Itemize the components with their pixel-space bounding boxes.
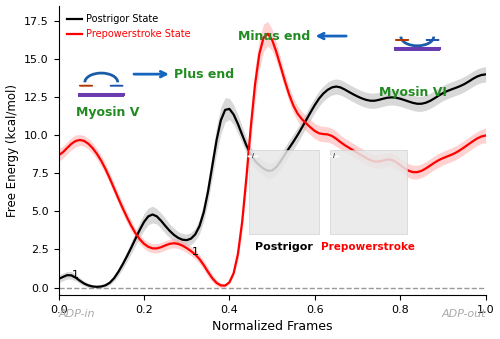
- Circle shape: [248, 156, 258, 157]
- Postrigor State: [56, 277, 62, 281]
- Postrigor State: [380, 97, 386, 101]
- Postrigor State: [256, 163, 262, 167]
- Text: 1: 1: [72, 270, 79, 280]
- Text: Postrigor: Postrigor: [254, 242, 312, 252]
- Text: ADP-out: ADP-out: [441, 309, 486, 319]
- Text: 1: 1: [192, 247, 198, 258]
- Text: ADP-in: ADP-in: [58, 309, 95, 319]
- Line: Prepowerstroke State: Prepowerstroke State: [58, 34, 486, 285]
- Circle shape: [329, 156, 339, 157]
- Text: Myosin V: Myosin V: [76, 106, 139, 119]
- Line: Postrigor State: Postrigor State: [58, 74, 486, 287]
- Y-axis label: Free Energy (kcal/mol): Free Energy (kcal/mol): [6, 84, 18, 217]
- FancyBboxPatch shape: [330, 151, 406, 234]
- Prepowerstroke State: [56, 153, 62, 157]
- Prepowerstroke State: [162, 243, 168, 247]
- Prepowerstroke State: [222, 283, 228, 287]
- X-axis label: Normalized Frames: Normalized Frames: [212, 320, 332, 334]
- Text: Prepowerstroke: Prepowerstroke: [322, 242, 415, 252]
- Circle shape: [110, 85, 123, 86]
- Text: Minus end: Minus end: [238, 29, 310, 42]
- Prepowerstroke State: [384, 158, 390, 162]
- Postrigor State: [482, 72, 488, 76]
- Text: Plus end: Plus end: [174, 68, 234, 81]
- Postrigor State: [86, 283, 91, 287]
- Postrigor State: [359, 96, 365, 100]
- Legend: Postrigor State, Prepowerstroke State: Postrigor State, Prepowerstroke State: [64, 11, 194, 43]
- Prepowerstroke State: [363, 156, 369, 160]
- Prepowerstroke State: [320, 132, 326, 136]
- Text: i: i: [252, 154, 254, 159]
- Text: Myosin VI: Myosin VI: [379, 86, 446, 99]
- Prepowerstroke State: [265, 32, 271, 36]
- Postrigor State: [316, 97, 322, 101]
- Prepowerstroke State: [86, 142, 91, 146]
- Circle shape: [80, 85, 92, 86]
- Text: i: i: [333, 154, 335, 159]
- Postrigor State: [94, 285, 100, 289]
- Prepowerstroke State: [256, 52, 262, 56]
- Prepowerstroke State: [482, 134, 488, 138]
- FancyBboxPatch shape: [248, 151, 319, 234]
- Postrigor State: [166, 229, 172, 233]
